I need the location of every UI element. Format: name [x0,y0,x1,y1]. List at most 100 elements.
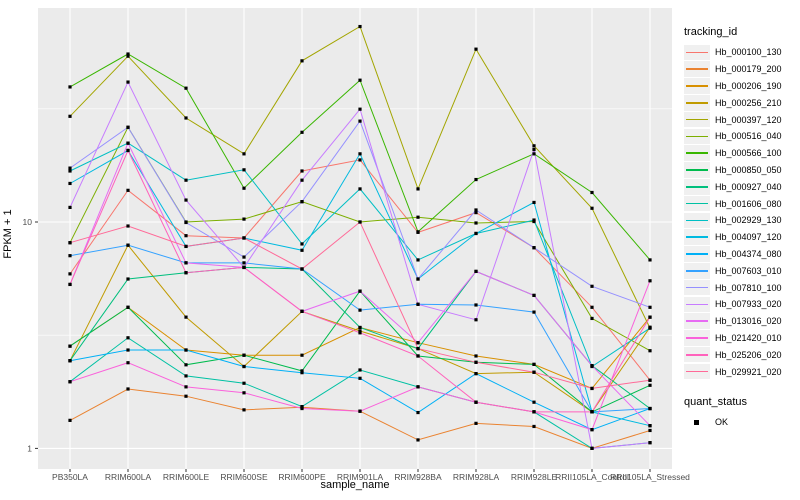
legend-item: Hb_000850_050 [684,162,800,179]
data-point-marker [416,230,420,234]
data-point-marker [184,244,188,249]
data-point-marker [358,119,362,123]
data-point-marker [648,441,652,445]
x-tick-label: RRII105LA_Stressed [610,472,690,482]
legend-item: Hb_000256_210 [684,94,800,111]
data-point-marker [648,258,652,262]
series-color-line-icon [686,236,708,238]
x-tick-label: RRIM901LA [337,472,384,482]
data-point-marker [358,376,362,380]
series-color-line-icon [686,135,708,138]
y-axis-title: FPKM + 1 [2,209,14,259]
data-point-marker [532,147,536,152]
legend-item: Hb_000179_200 [684,61,800,78]
legend-key-line-icon [684,330,710,346]
x-tick-label: RRIM928LA [453,472,500,482]
legend-item-label: Hb_004097_120 [715,232,782,243]
data-point-marker [590,305,594,309]
legend-item: Hb_021420_010 [684,330,800,347]
data-point-marker [532,370,536,374]
legend-item-label: Hb_013016_020 [715,316,782,327]
data-point-marker [126,80,130,84]
data-point-marker [358,24,362,29]
data-point-marker [300,371,304,375]
data-point-marker [532,310,536,314]
series-color-line-icon [686,51,708,54]
legend-item: Hb_000516_040 [684,128,800,145]
data-point-marker [532,400,536,404]
series-color-line-icon [686,219,708,222]
legend-items: Hb_000100_130 Hb_000179_200 Hb_000206_190 H… [684,44,800,380]
data-point-marker [474,211,478,215]
data-point-marker [126,243,130,247]
data-point-marker [590,316,594,321]
data-point-marker [184,178,188,182]
series-color-line-icon [686,337,708,339]
legend-key-line-icon [684,279,710,296]
data-point-marker [416,215,420,219]
data-point-marker [648,378,652,382]
data-point-marker [184,271,188,275]
legend-key-line-icon [684,346,710,363]
data-point-marker [474,354,478,358]
quant-item-label: OK [715,417,729,428]
data-point-marker [68,272,72,276]
data-point-marker [590,206,594,210]
data-point-marker [474,303,478,307]
legend-item-label: Hb_025206_020 [715,349,782,360]
data-point-marker [358,329,362,333]
data-point-marker [590,364,594,368]
series-color-line-icon [686,202,708,205]
data-point-marker [474,400,478,404]
data-point-marker [648,406,652,411]
data-point-marker [648,305,652,309]
data-point-marker [648,315,652,319]
data-point-marker [532,293,536,298]
data-point-marker [474,318,478,322]
data-point-marker [358,158,362,162]
data-point-marker [416,438,420,442]
data-point-marker [300,169,304,173]
data-point-marker [416,346,420,351]
data-point-marker [242,217,246,221]
x-tick-label: PB350LA [52,472,88,482]
data-point-marker [474,47,478,51]
series-color-line-icon [686,118,708,121]
data-point-marker [532,218,536,222]
data-point-marker [300,406,304,411]
legend-key-line-icon [684,61,710,77]
data-point-marker [474,269,478,274]
legend-key-line-icon [684,179,710,195]
legend-item: Hb_029921_020 [684,363,800,380]
data-point-marker [300,267,304,271]
legend-item: Hb_007933_020 [684,296,800,313]
data-point-marker [358,289,362,293]
data-point-marker [358,78,362,82]
legend-key-line-icon [684,296,710,313]
legend-key-line-icon [684,195,710,212]
data-point-marker [358,325,362,330]
data-point-marker [242,381,246,385]
data-point-marker [532,200,536,205]
legend-item: Hb_000927_040 [684,178,800,195]
data-point-marker [184,385,188,389]
data-point-marker [358,409,362,413]
legend-item: Hb_004374_080 [684,246,800,263]
x-tick-label: RRIM600SE [220,472,268,482]
data-point-marker [68,380,72,384]
data-point-marker [242,353,246,357]
data-point-marker [68,359,72,363]
data-point-marker [648,383,652,387]
x-axis-title: sample_name [320,479,390,491]
legend-item-label: Hb_000566_100 [715,148,782,159]
data-point-marker [532,152,536,156]
x-tick-label: RRIM600LE [163,472,210,482]
data-point-marker [184,86,188,90]
data-point-marker [242,364,246,369]
data-point-marker [126,387,130,391]
legend: tracking_id Hb_000100_130 Hb_000179_200 Hb… [684,26,800,431]
legend-item-label: Hb_001606_080 [715,198,782,209]
legend-key-line-icon [684,212,710,229]
data-point-marker [474,360,478,364]
